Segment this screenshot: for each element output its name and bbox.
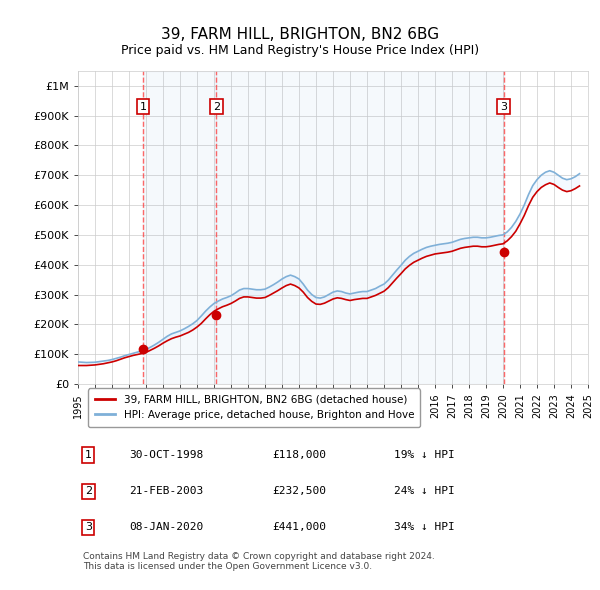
Text: 1: 1 — [85, 450, 92, 460]
Text: 2: 2 — [212, 101, 220, 112]
Text: 2: 2 — [85, 486, 92, 496]
Text: 34% ↓ HPI: 34% ↓ HPI — [394, 523, 455, 532]
Bar — [143, 71, 216, 384]
Text: 19% ↓ HPI: 19% ↓ HPI — [394, 450, 455, 460]
Text: £441,000: £441,000 — [272, 523, 326, 532]
Text: £232,500: £232,500 — [272, 486, 326, 496]
Text: 08-JAN-2020: 08-JAN-2020 — [129, 523, 203, 532]
Text: 39, FARM HILL, BRIGHTON, BN2 6BG: 39, FARM HILL, BRIGHTON, BN2 6BG — [161, 27, 439, 41]
Text: 21-FEB-2003: 21-FEB-2003 — [129, 486, 203, 496]
Text: 3: 3 — [500, 101, 507, 112]
Legend: 39, FARM HILL, BRIGHTON, BN2 6BG (detached house), HPI: Average price, detached : 39, FARM HILL, BRIGHTON, BN2 6BG (detach… — [88, 388, 421, 427]
Text: Contains HM Land Registry data © Crown copyright and database right 2024.
This d: Contains HM Land Registry data © Crown c… — [83, 552, 435, 571]
Text: 24% ↓ HPI: 24% ↓ HPI — [394, 486, 455, 496]
Text: £118,000: £118,000 — [272, 450, 326, 460]
Bar — [216, 71, 503, 384]
Text: Price paid vs. HM Land Registry's House Price Index (HPI): Price paid vs. HM Land Registry's House … — [121, 44, 479, 57]
Text: 1: 1 — [140, 101, 146, 112]
Text: 3: 3 — [85, 523, 92, 532]
Text: 30-OCT-1998: 30-OCT-1998 — [129, 450, 203, 460]
